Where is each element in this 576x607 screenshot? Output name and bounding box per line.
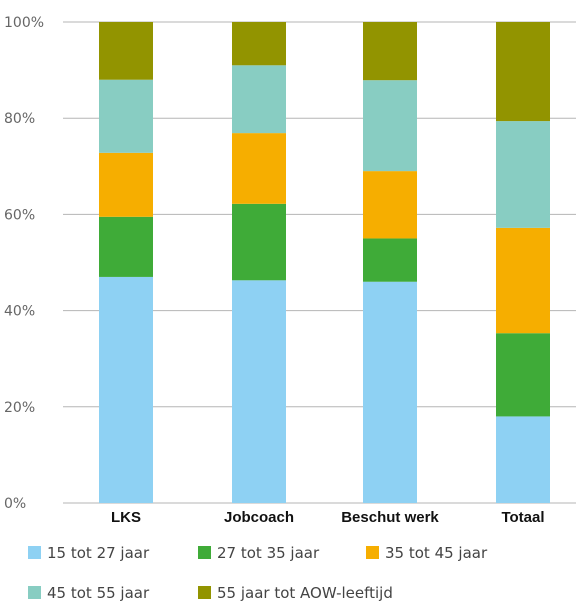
legend-swatch [366,546,379,559]
bar-segment [496,416,550,503]
legend-label: 55 jaar tot AOW-leeftijd [217,584,393,602]
bar-segment [99,152,153,217]
bar-segment [363,238,417,282]
y-tick-label: 80% [4,111,35,127]
bar-segment [363,281,417,503]
y-axis-ticks: 0% 20% 40% 60% 80% 100% [4,15,44,512]
legend-label: 15 tot 27 jaar [47,544,150,562]
bar-segment [363,171,417,239]
bar-segment [99,22,153,80]
y-tick-label: 60% [4,207,35,223]
y-tick-label: 40% [4,304,35,320]
bar-segment [232,280,286,503]
legend-swatch [198,546,211,559]
legend-label: 27 tot 35 jaar [217,544,320,562]
bar-segment [363,80,417,172]
bar-segment [99,79,153,153]
bar-segment [232,203,286,281]
bar-segment [232,133,286,204]
bar-segment [232,65,286,134]
legend: 15 tot 27 jaar 27 tot 35 jaar 35 tot 45 ja… [28,544,488,602]
x-category-label: Totaal [501,509,544,526]
legend-swatch [198,586,211,599]
x-axis-categories: LKS Jobcoach Beschut werk Totaal [111,509,545,526]
bar-segment [496,22,550,122]
y-tick-label: 0% [4,496,26,512]
bars [99,22,550,503]
bar-segment [363,22,417,81]
legend-label: 45 tot 55 jaar [47,584,150,602]
x-category-label: Jobcoach [224,509,294,526]
legend-swatch [28,546,41,559]
x-category-label: LKS [111,509,141,526]
bar-segment [232,22,286,66]
legend-swatch [28,586,41,599]
bar-segment [496,227,550,334]
legend-label: 35 tot 45 jaar [385,544,488,562]
bar-segment [496,121,550,228]
y-tick-label: 20% [4,400,35,416]
bar-segment [99,276,153,503]
x-category-label: Beschut werk [341,509,439,526]
bar-segment [496,333,550,417]
bar-segment [99,216,153,277]
y-tick-label: 100% [4,15,44,31]
